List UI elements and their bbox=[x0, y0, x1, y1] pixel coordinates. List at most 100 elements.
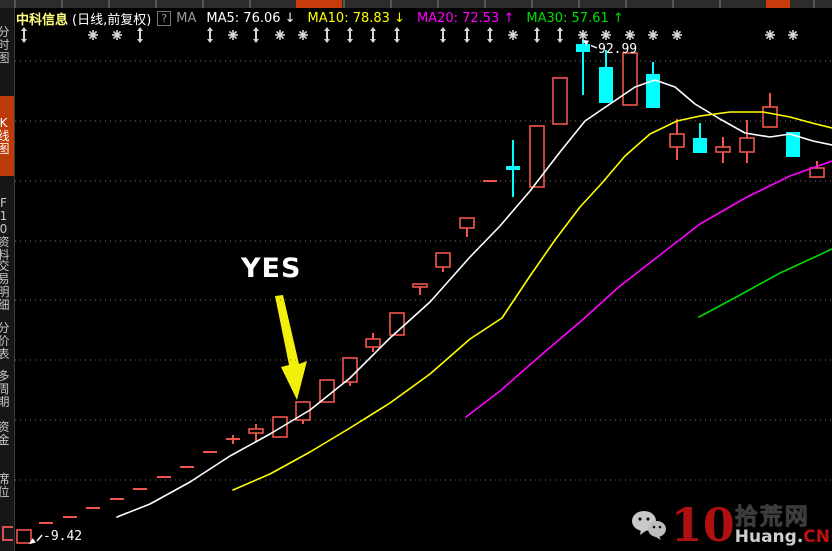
scrollbar-active-range[interactable] bbox=[296, 0, 342, 8]
candle bbox=[715, 137, 731, 163]
updown-arrow-marker bbox=[253, 27, 259, 43]
candle bbox=[16, 529, 32, 544]
candle bbox=[272, 416, 288, 438]
updown-arrow-marker bbox=[394, 27, 400, 43]
star-marker bbox=[578, 30, 588, 40]
help-button[interactable]: ? bbox=[157, 10, 172, 26]
candle bbox=[693, 123, 707, 153]
candle bbox=[786, 132, 800, 157]
scrollbar-tick bbox=[14, 0, 16, 8]
ma-indicator: MA10: 78.83 ↓ bbox=[307, 10, 405, 26]
candle bbox=[809, 161, 825, 178]
sidebar-item-7[interactable]: 资 金 bbox=[0, 416, 14, 452]
ma-indicator: MA5: 76.06 ↓ bbox=[206, 10, 296, 26]
star-marker bbox=[765, 30, 775, 40]
sidebar-item-label: K 线 图 bbox=[0, 115, 10, 155]
range-scrollbar[interactable] bbox=[0, 0, 832, 9]
ma-indicator: MA20: 72.53 ↑ bbox=[416, 10, 515, 26]
sidebar-item-4[interactable]: 交 易 明 细 bbox=[0, 258, 14, 314]
candle bbox=[646, 62, 660, 108]
ma-line-ma5 bbox=[116, 79, 832, 518]
scrollbar-tick bbox=[719, 0, 721, 8]
scrollbar-tick bbox=[578, 0, 580, 8]
candle bbox=[226, 435, 240, 444]
star-marker bbox=[625, 30, 635, 40]
candle bbox=[599, 50, 613, 103]
updown-arrow-marker bbox=[557, 27, 563, 43]
high-price-label-text: 92.99 bbox=[598, 42, 637, 57]
candle bbox=[739, 120, 755, 163]
scrollbar-tick bbox=[343, 0, 345, 8]
candle bbox=[506, 140, 520, 197]
candle bbox=[435, 252, 451, 272]
period-adjust-label: (日线,前复权) bbox=[72, 12, 152, 28]
updown-arrow-marker bbox=[21, 27, 27, 43]
scrollbar-tick bbox=[672, 0, 674, 8]
scrollbar-tick bbox=[202, 0, 204, 8]
yes-annotation: YES bbox=[241, 253, 302, 284]
star-marker bbox=[648, 30, 658, 40]
updown-arrow-marker bbox=[534, 27, 540, 43]
sidebar-item-label: 席 位 bbox=[0, 473, 14, 499]
ma-label: MA bbox=[176, 10, 197, 26]
scrollbar-active-range[interactable] bbox=[766, 0, 790, 8]
scrollbar-tick bbox=[625, 0, 627, 8]
star-marker bbox=[672, 30, 682, 40]
star-marker bbox=[112, 30, 122, 40]
sidebar-item-3[interactable]: F 1 0 资 料 bbox=[0, 196, 14, 262]
sidebar-item-label: 资 金 bbox=[0, 421, 14, 447]
watermark-number: 10 bbox=[670, 498, 735, 551]
sidebar-item-8[interactable]: 席 位 bbox=[0, 468, 14, 504]
ma-line-ma10 bbox=[232, 111, 832, 491]
wechat-icon bbox=[631, 511, 666, 540]
candle bbox=[295, 401, 311, 424]
star-marker bbox=[275, 30, 285, 40]
sidebar-item-5[interactable]: 分 价 表 bbox=[0, 320, 14, 362]
low-price-label: -9.42 bbox=[29, 529, 82, 544]
star-marker bbox=[88, 30, 98, 40]
ma-line-ma30 bbox=[698, 248, 832, 318]
candle bbox=[365, 333, 381, 352]
star-marker bbox=[228, 30, 238, 40]
sidebar-item-label: 交 易 明 细 bbox=[0, 260, 14, 312]
candle bbox=[552, 77, 568, 125]
sidebar-item-6[interactable]: 多 周 期 bbox=[0, 368, 14, 410]
updown-arrow-marker bbox=[324, 27, 330, 43]
updown-arrow-marker bbox=[464, 27, 470, 43]
scrollbar-tick bbox=[437, 0, 439, 8]
yes-arrow bbox=[275, 295, 307, 400]
updown-arrow-marker bbox=[440, 27, 446, 43]
candle bbox=[529, 125, 545, 188]
candle bbox=[622, 52, 638, 106]
sidebar-item-label: 分 价 表 bbox=[0, 321, 14, 361]
stock-name: 中科信息 bbox=[16, 12, 69, 28]
ma-line-ma20 bbox=[465, 160, 832, 418]
high-price-label: 92.99 bbox=[582, 40, 637, 57]
candle bbox=[319, 379, 335, 403]
updown-arrow-marker bbox=[487, 27, 493, 43]
watermark-domain: Huang.CN bbox=[734, 526, 830, 547]
candle bbox=[576, 40, 590, 95]
sidebar-item-2[interactable]: K 线 图 bbox=[0, 96, 14, 176]
scrollbar-tick bbox=[249, 0, 251, 8]
sidebar-item-label: 多 周 期 bbox=[0, 369, 14, 409]
sidebar-item-label: F 1 0 资 料 bbox=[0, 196, 10, 261]
updown-arrow-marker bbox=[370, 27, 376, 43]
sidebar-item-1[interactable]: 分 时 图 bbox=[0, 20, 14, 70]
scrollbar-tick bbox=[155, 0, 157, 8]
candle bbox=[762, 93, 778, 128]
candle bbox=[669, 119, 685, 160]
sidebar-bottom-icon bbox=[2, 526, 13, 541]
low-price-label-text: -9.42 bbox=[43, 529, 82, 544]
scrollbar-tick bbox=[108, 0, 110, 8]
ma-indicators: MA5: 76.06 ↓ MA10: 78.83 ↓ MA20: 72.53 ↑ MA… bbox=[206, 11, 635, 26]
watermark-site-name: 拾荒网 bbox=[734, 503, 810, 530]
scrollbar-tick bbox=[390, 0, 392, 8]
updown-arrow-marker bbox=[347, 27, 353, 43]
star-marker bbox=[601, 30, 611, 40]
star-marker bbox=[298, 30, 308, 40]
star-marker bbox=[508, 30, 518, 40]
candle bbox=[412, 283, 428, 295]
